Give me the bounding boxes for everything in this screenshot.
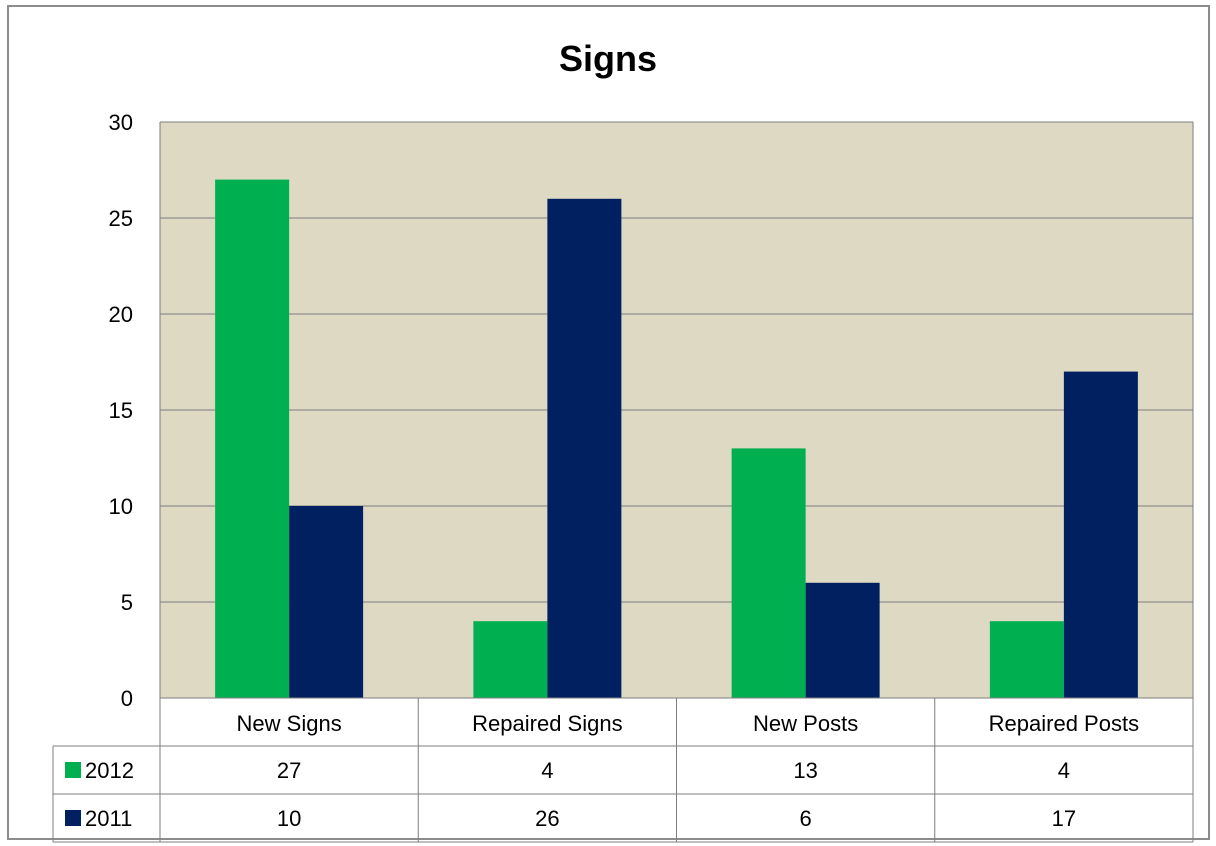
data-table-value: 10 xyxy=(277,806,301,831)
x-category-label: Repaired Posts xyxy=(989,711,1139,736)
bar-2011-new-signs xyxy=(289,506,364,698)
legend-key-2012 xyxy=(65,762,81,778)
data-table-value: 17 xyxy=(1052,806,1076,831)
y-tick-label: 10 xyxy=(109,494,133,519)
data-table-value: 4 xyxy=(541,758,553,783)
data-table-value: 6 xyxy=(800,806,812,831)
bar-2012-new-signs xyxy=(215,179,290,699)
bar-2011-repaired-posts xyxy=(1063,371,1138,698)
x-category-label: New Signs xyxy=(237,711,342,736)
data-table-value: 27 xyxy=(277,758,301,783)
bar-2012-new-posts xyxy=(731,448,806,698)
bar-2011-repaired-signs xyxy=(547,198,622,699)
y-tick-label: 5 xyxy=(121,590,133,615)
chart-title: Signs xyxy=(558,38,657,79)
data-table-value: 13 xyxy=(793,758,817,783)
y-tick-label: 20 xyxy=(109,302,133,327)
y-tick-label: 30 xyxy=(109,110,133,135)
x-category-label: Repaired Signs xyxy=(472,711,622,736)
bar-2012-repaired-signs xyxy=(473,621,548,698)
x-category-label: New Posts xyxy=(753,711,858,736)
y-tick-label: 25 xyxy=(109,206,133,231)
legend-label: 2012 xyxy=(85,758,134,783)
y-tick-label: 15 xyxy=(109,398,133,423)
y-tick-label: 0 xyxy=(121,686,133,711)
legend-key-2011 xyxy=(65,810,81,826)
bar-2012-repaired-posts xyxy=(989,621,1064,698)
legend-label: 2011 xyxy=(85,806,132,831)
data-table-value: 26 xyxy=(535,806,559,831)
bar-2011-new-posts xyxy=(805,582,880,698)
data-table-value: 4 xyxy=(1058,758,1070,783)
